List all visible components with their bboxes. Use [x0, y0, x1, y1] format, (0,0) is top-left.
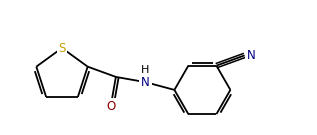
Text: H: H	[141, 65, 150, 75]
Text: N: N	[247, 49, 256, 62]
Text: O: O	[106, 100, 115, 113]
Text: S: S	[58, 41, 66, 55]
Text: N: N	[141, 76, 150, 89]
